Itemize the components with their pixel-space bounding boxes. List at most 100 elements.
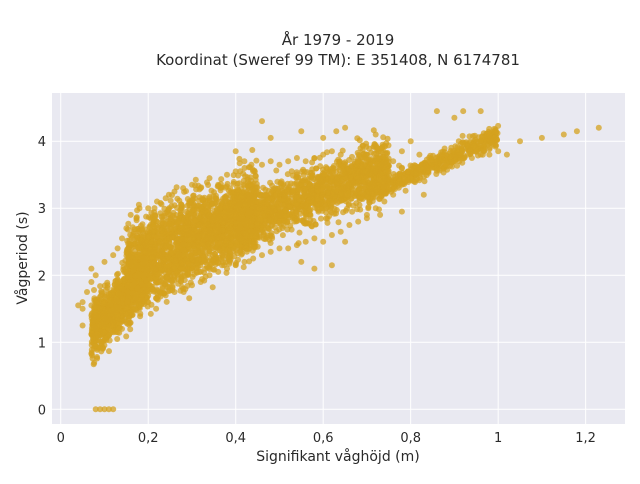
data-point xyxy=(166,263,172,269)
data-point xyxy=(248,178,254,184)
data-point xyxy=(330,165,336,171)
data-point xyxy=(215,240,221,246)
data-point xyxy=(106,348,112,354)
data-point xyxy=(168,226,174,232)
data-point xyxy=(254,210,260,216)
data-point xyxy=(98,293,104,299)
data-point xyxy=(336,219,342,225)
data-point xyxy=(344,185,350,191)
data-point xyxy=(357,185,363,191)
data-point xyxy=(380,179,386,185)
data-point xyxy=(190,193,196,199)
data-point xyxy=(191,222,197,228)
data-point xyxy=(334,182,340,188)
data-point xyxy=(219,234,225,240)
data-point xyxy=(204,264,210,270)
data-point xyxy=(327,208,333,214)
data-point xyxy=(151,223,157,229)
data-point xyxy=(247,209,253,215)
data-point xyxy=(125,289,131,295)
data-point xyxy=(299,217,305,223)
data-point xyxy=(176,237,182,243)
data-point xyxy=(194,265,200,271)
data-point xyxy=(356,152,362,158)
data-point xyxy=(295,174,301,180)
data-point xyxy=(184,209,190,215)
data-point xyxy=(136,254,142,260)
data-point xyxy=(184,219,190,225)
data-point xyxy=(161,258,167,264)
data-point xyxy=(280,232,286,238)
data-point xyxy=(152,205,158,211)
data-point xyxy=(225,233,231,239)
data-point xyxy=(180,259,186,265)
data-point xyxy=(139,293,145,299)
data-point xyxy=(314,196,320,202)
data-point xyxy=(168,250,174,256)
data-point xyxy=(200,209,206,215)
data-point xyxy=(202,201,208,207)
data-point xyxy=(105,282,111,288)
data-point xyxy=(91,361,97,367)
data-point xyxy=(124,270,130,276)
data-point xyxy=(315,207,321,213)
data-point xyxy=(153,306,159,312)
data-point xyxy=(217,205,223,211)
data-point xyxy=(348,175,354,181)
data-point xyxy=(358,163,364,169)
data-point xyxy=(302,169,308,175)
data-point xyxy=(386,168,392,174)
data-point xyxy=(171,265,177,271)
data-point xyxy=(369,160,375,166)
data-point xyxy=(293,210,299,216)
data-point xyxy=(242,221,248,227)
data-point xyxy=(100,301,106,307)
data-point xyxy=(294,181,300,187)
data-point xyxy=(248,222,254,228)
data-point xyxy=(200,241,206,247)
data-point xyxy=(163,279,169,285)
data-point xyxy=(132,281,138,287)
data-point xyxy=(208,201,214,207)
data-point xyxy=(273,168,279,174)
data-point xyxy=(153,244,159,250)
data-point xyxy=(309,187,315,193)
data-point xyxy=(194,207,200,213)
data-point xyxy=(241,264,247,270)
data-point xyxy=(98,339,104,345)
data-point xyxy=(212,251,218,257)
data-point xyxy=(284,227,290,233)
data-point xyxy=(332,193,338,199)
data-point xyxy=(313,221,319,227)
data-point xyxy=(206,212,212,218)
data-point xyxy=(291,187,297,193)
data-point xyxy=(374,185,380,191)
data-point xyxy=(98,348,104,354)
data-point xyxy=(261,213,267,219)
data-point xyxy=(349,209,355,215)
data-point xyxy=(372,141,378,147)
data-point xyxy=(268,209,274,215)
data-point xyxy=(328,178,334,184)
data-point xyxy=(151,238,157,244)
data-point xyxy=(129,235,135,241)
data-point xyxy=(285,171,291,177)
data-point xyxy=(207,194,213,200)
data-point xyxy=(255,244,261,250)
data-point xyxy=(133,292,139,298)
data-point xyxy=(146,234,152,240)
data-point xyxy=(210,284,216,290)
data-point xyxy=(134,263,140,269)
data-point xyxy=(123,333,129,339)
data-point xyxy=(269,183,275,189)
data-point xyxy=(275,201,281,207)
data-point xyxy=(130,229,136,235)
data-point xyxy=(119,285,125,291)
data-point xyxy=(239,193,245,199)
data-point xyxy=(224,183,230,189)
data-point xyxy=(318,186,324,192)
data-point xyxy=(201,270,207,276)
data-point xyxy=(243,245,249,251)
